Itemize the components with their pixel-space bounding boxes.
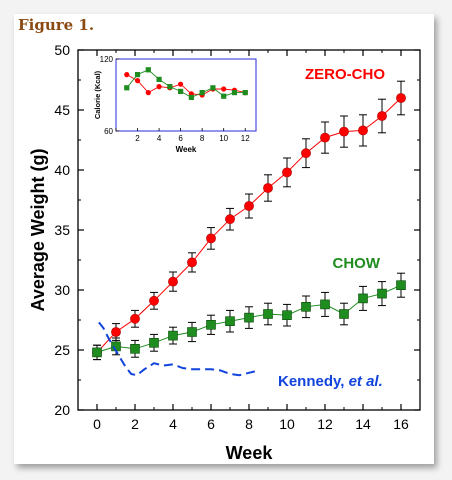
data-point-chow: [225, 316, 235, 327]
data-point-chow: [168, 330, 178, 341]
data-point-zero-cho: [339, 126, 349, 137]
inset-y-tick-label: 60: [104, 127, 113, 136]
data-point-chow: [320, 299, 330, 310]
inset-data-point-zero-cho: [221, 86, 227, 92]
x-tick-label: 2: [131, 416, 139, 432]
inset-x-tick-label: 10: [219, 134, 228, 143]
inset-data-point-chow: [210, 85, 216, 91]
x-tick-label: 0: [93, 416, 101, 432]
inset-data-point-zero-cho: [124, 72, 130, 78]
data-point-chow: [92, 347, 102, 358]
x-tick-label: 14: [355, 416, 371, 432]
data-point-chow: [396, 280, 406, 291]
x-tick-label: 4: [169, 416, 177, 432]
x-tick-label: 6: [207, 416, 215, 432]
figure-label: Figure 1.: [18, 16, 95, 34]
inset-x-tick-label: 12: [241, 134, 250, 143]
inset-data-point-chow: [199, 90, 205, 96]
data-point-zero-cho: [244, 201, 254, 211]
inset-x-tick-label: 2: [135, 134, 140, 143]
data-point-chow: [339, 309, 349, 319]
data-point-zero-cho: [187, 257, 197, 268]
inset-data-point-chow: [156, 76, 162, 82]
y-tick-label: 25: [54, 342, 70, 358]
data-point-zero-cho: [206, 233, 216, 244]
inset-data-point-chow: [134, 72, 141, 78]
data-point-zero-cho: [130, 313, 140, 324]
y-axis-label: Average Weight (g): [28, 148, 48, 311]
data-point-zero-cho: [168, 276, 178, 287]
series-label-zero-cho: ZERO-CHO: [305, 66, 385, 83]
data-point-chow: [377, 288, 387, 299]
data-point-zero-cho: [377, 111, 387, 121]
data-point-chow: [149, 337, 159, 348]
inset-data-point-zero-cho: [178, 81, 184, 87]
data-point-chow: [244, 312, 254, 323]
x-axis-label: Week: [226, 443, 274, 463]
inset-data-point-chow: [221, 93, 227, 99]
inset-data-point-zero-cho: [145, 90, 151, 96]
data-point-zero-cho: [301, 148, 311, 159]
inset-data-point-chow: [178, 88, 184, 94]
data-point-zero-cho: [225, 214, 235, 225]
data-point-zero-cho: [263, 183, 273, 193]
y-tick-label: 35: [54, 222, 70, 238]
inset-y-tick-label: 120: [100, 55, 114, 64]
inset-x-tick-label: 4: [157, 134, 162, 143]
data-point-zero-cho: [358, 125, 368, 136]
data-point-chow: [301, 301, 311, 312]
data-point-zero-cho: [111, 327, 121, 337]
inset-x-tick-label: 6: [178, 134, 183, 143]
inset-y-axis-label: Calorie (Kcal): [93, 70, 102, 119]
y-tick-label: 30: [54, 282, 70, 298]
data-point-chow: [130, 343, 140, 354]
data-point-zero-cho: [320, 132, 330, 143]
series-line-kennedy: [98, 321, 259, 377]
x-tick-label: 8: [245, 416, 253, 432]
data-point-chow: [263, 309, 273, 319]
x-tick-label: 16: [393, 416, 409, 432]
series-label-kennedy: Kennedy, et al.: [278, 373, 383, 390]
y-tick-label: 40: [54, 162, 70, 178]
inset-data-point-chow: [231, 90, 238, 96]
inset-data-point-chow: [145, 67, 151, 73]
x-tick-label: 10: [279, 416, 295, 432]
inset-data-point-zero-cho: [134, 78, 141, 84]
data-point-zero-cho: [396, 93, 406, 103]
inset-x-tick-label: 8: [200, 134, 205, 143]
inset-data-point-chow: [124, 85, 130, 91]
data-point-chow: [282, 310, 292, 321]
series-label-kennedy-italic: et al.: [349, 373, 383, 390]
data-point-zero-cho: [282, 167, 292, 178]
y-tick-label: 45: [54, 102, 70, 118]
inset-x-axis-label: Week: [176, 145, 197, 154]
y-tick-label: 20: [54, 402, 70, 418]
y-tick-label: 50: [54, 42, 70, 58]
series-label-chow: CHOW: [333, 255, 381, 272]
data-point-chow: [358, 293, 368, 304]
data-point-zero-cho: [149, 295, 159, 306]
series-label-kennedy-main: Kennedy,: [278, 373, 349, 390]
inset-data-point-zero-cho: [156, 84, 162, 90]
inset-data-point-chow: [188, 94, 194, 100]
x-tick-label: 12: [317, 416, 333, 432]
inset-data-point-chow: [242, 90, 248, 96]
inset-data-point-chow: [167, 84, 173, 90]
data-point-chow: [187, 327, 197, 337]
data-point-chow: [206, 319, 216, 330]
